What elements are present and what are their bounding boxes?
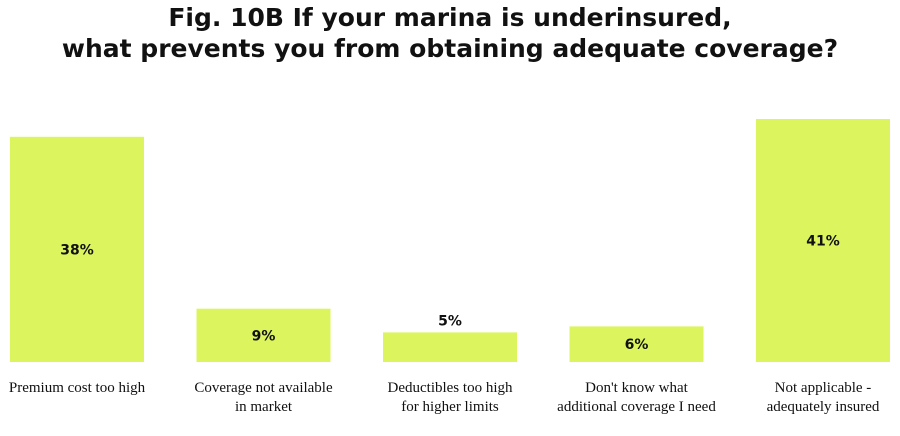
category-label-2-line-1: Coverage not available [194,380,333,396]
bar-value-label-4: 6% [625,337,649,353]
bar-value-label-3: 5% [438,313,462,329]
chart-title-line-1: Fig. 10B If your marina is underinsured, [168,3,732,32]
chart-title: Fig. 10B If your marina is underinsured,… [0,2,900,64]
chart-title-line-2: what prevents you from obtaining adequat… [61,34,839,63]
category-label-4-line-2: additional coverage I need [557,399,716,415]
category-label-3-line-2: for higher limits [401,399,499,415]
bar-1 [10,136,144,362]
bar-3 [383,332,517,362]
category-label-1-line-1: Premium cost too high [9,380,146,396]
category-label-5-line-1: Not applicable - [775,380,872,396]
bar-value-label-2: 9% [252,328,276,344]
category-label-2-line-2: in market [235,399,293,415]
category-label-5-line-2: adequately insured [767,399,880,415]
bar-2 [196,308,331,362]
bar-value-label-5: 41% [806,234,840,250]
bar-5 [756,119,890,362]
category-label-3-line-1: Deductibles too high [388,380,513,396]
bar-4 [569,326,704,362]
category-label-4-line-1: Don't know what [585,380,689,396]
bar-value-label-1: 38% [60,242,94,258]
